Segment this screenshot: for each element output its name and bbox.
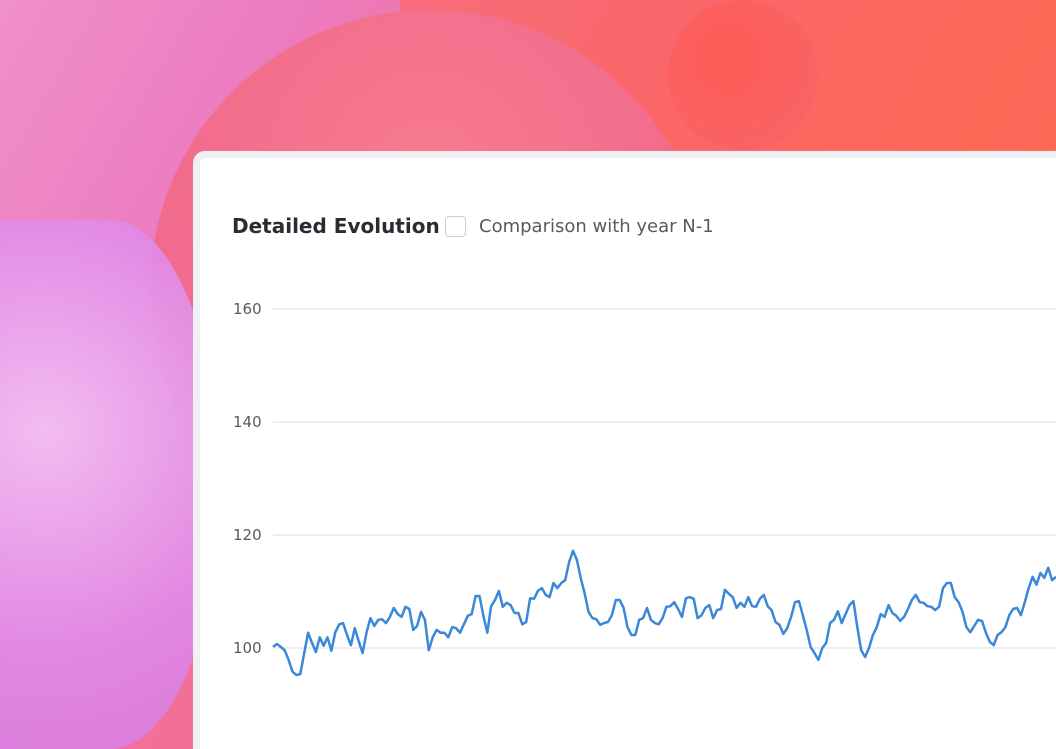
y-tick-label: 120: [233, 526, 262, 544]
comparison-checkbox[interactable]: [445, 216, 466, 237]
background-sphere: [668, 0, 818, 150]
chart-title: Detailed Evolution: [232, 214, 440, 238]
chart-card: [193, 151, 1056, 749]
y-tick-label: 160: [233, 300, 262, 318]
y-tick-label: 100: [233, 639, 262, 657]
y-tick-label: 140: [233, 413, 262, 431]
comparison-label[interactable]: Comparison with year N-1: [479, 216, 714, 237]
background-sphere: [0, 220, 220, 749]
series-line: [272, 549, 1056, 677]
